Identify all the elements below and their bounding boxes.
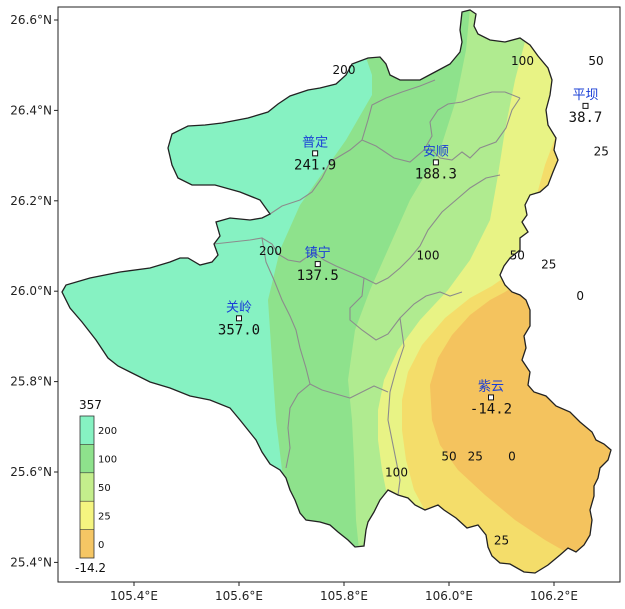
legend-band — [80, 472, 94, 502]
legend-band — [80, 529, 94, 558]
contour-label: 50 — [588, 54, 603, 68]
county-border-5 — [261, 237, 311, 469]
contour-label: 25 — [494, 533, 509, 547]
station-name: 安顺 — [423, 144, 449, 159]
contour-label: 25 — [594, 145, 609, 159]
lat-tick-label: 26.4°N — [10, 103, 52, 117]
contour-label: 100 — [511, 54, 534, 68]
station-point — [432, 159, 439, 166]
axis-ticks: 26.6°N 26.4°N 26.2°N 26.0°N 25.8°N 25.6°N 25.4… — [10, 13, 578, 603]
legend-band-label: 50 — [98, 483, 111, 494]
station-name: 平坝 — [572, 88, 598, 103]
station-value: -14.2 — [470, 401, 512, 417]
station-value: 38.7 — [569, 110, 603, 126]
station-point — [582, 102, 589, 109]
contour-label: 25 — [541, 258, 556, 272]
station-marker: 镇宁 137.5 — [297, 245, 339, 284]
station-value: 357.0 — [218, 322, 260, 338]
legend-band-label: 25 — [98, 511, 111, 522]
lon-tick-label: 105.4°E — [110, 589, 158, 603]
station-marker: 平坝 38.7 — [569, 88, 603, 126]
station-name: 普定 — [302, 135, 328, 150]
lat-tick-label: 25.8°N — [10, 375, 52, 389]
contour-label: 0 — [508, 450, 516, 464]
contour-label: 100 — [385, 466, 408, 480]
legend-band — [80, 416, 94, 445]
legend-band-label: 100 — [98, 455, 117, 466]
legend-max-label: 357 — [79, 398, 102, 412]
contour-label: 25 — [468, 450, 483, 464]
station-name: 关岭 — [226, 300, 252, 315]
station-markers: 普定 241.9 安顺 188.3 平坝 38.7 镇宁 137.5 关岭 357.0 紫云 -14.… — [218, 88, 602, 418]
county-border-2 — [429, 97, 521, 161]
county-border-6 — [349, 277, 463, 341]
county-border-4 — [213, 237, 315, 263]
station-marker: 关岭 357.0 — [218, 300, 260, 338]
lon-tick-label: 106.0°E — [425, 589, 473, 603]
station-point — [236, 315, 242, 322]
colorbar-legend: 357 200 100 50 25 0 -14.2 — [75, 398, 117, 575]
station-marker: 紫云 -14.2 — [470, 379, 512, 417]
contour-label: 100 — [417, 249, 440, 263]
lat-tick-label: 26.0°N — [10, 284, 52, 298]
lon-tick-label: 105.6°E — [215, 589, 263, 603]
station-value: 137.5 — [297, 268, 339, 284]
legend-band — [80, 444, 94, 473]
lat-tick-label: 26.6°N — [10, 13, 52, 27]
region-outline — [61, 9, 612, 574]
legend-band-label: 200 — [98, 426, 117, 437]
county-border-1 — [361, 91, 521, 163]
county-border-3 — [313, 174, 501, 285]
station-point — [312, 150, 319, 157]
legend-band — [80, 501, 94, 530]
station-point — [488, 394, 494, 401]
lat-tick-label: 25.4°N — [10, 555, 52, 569]
station-name: 紫云 — [478, 379, 504, 394]
contour-label: 200 — [333, 63, 356, 77]
lat-tick-label: 26.2°N — [10, 194, 52, 208]
contour-labels: 200 100 50 25 200 100 50 25 0 100 50 25 0 25 — [259, 54, 609, 547]
county-borders — [213, 79, 521, 496]
contour-label: 50 — [441, 450, 456, 464]
station-name: 镇宁 — [305, 245, 331, 261]
legend-frame — [79, 415, 95, 559]
contour-label: 0 — [576, 289, 584, 303]
station-value: 241.9 — [294, 157, 336, 173]
lon-tick-label: 105.8°E — [320, 589, 368, 603]
station-marker: 安顺 188.3 — [415, 144, 457, 182]
legend-band-label: 0 — [98, 540, 104, 551]
county-border-7 — [387, 317, 405, 496]
legend-min-label: -14.2 — [75, 561, 106, 575]
station-point — [314, 261, 321, 268]
contour-label: 50 — [510, 249, 525, 263]
county-border-0 — [269, 79, 436, 215]
lat-tick-label: 25.6°N — [10, 465, 52, 479]
county-border-8 — [309, 383, 389, 399]
contour-label: 200 — [259, 244, 282, 258]
lon-tick-label: 106.2°E — [530, 589, 578, 603]
station-value: 188.3 — [415, 166, 457, 182]
station-marker: 普定 241.9 — [294, 135, 336, 173]
